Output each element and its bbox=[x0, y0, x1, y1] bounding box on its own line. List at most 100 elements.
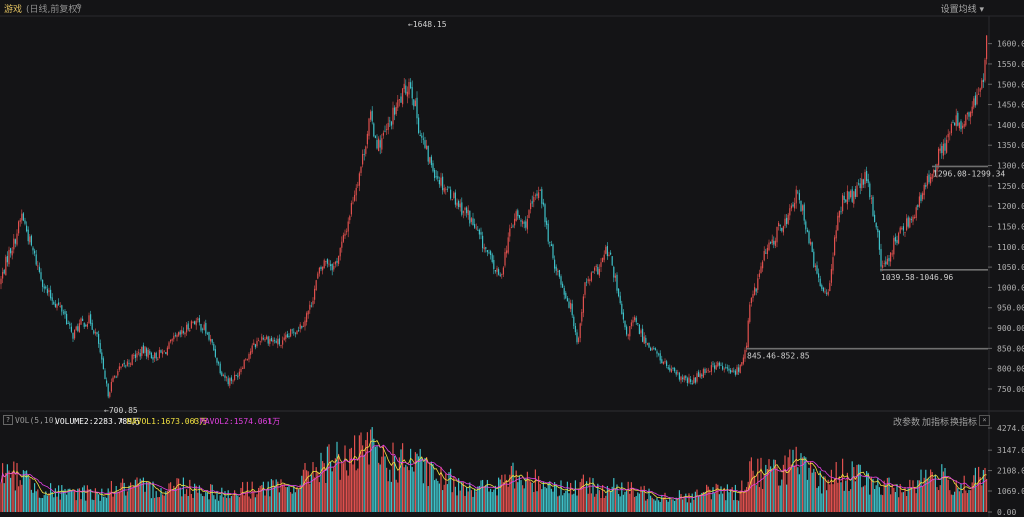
volume-bar bbox=[298, 489, 300, 512]
candle-body bbox=[251, 345, 253, 353]
volume-bar bbox=[859, 464, 861, 512]
candle-body bbox=[206, 333, 208, 335]
candle-body bbox=[696, 373, 698, 382]
volume-bar bbox=[192, 497, 194, 512]
candle-body bbox=[939, 148, 941, 151]
candle-body bbox=[982, 79, 984, 82]
candle-body bbox=[597, 266, 599, 275]
volume-bar bbox=[766, 468, 768, 512]
candle-body bbox=[222, 374, 224, 376]
volume-bar bbox=[896, 484, 898, 512]
price-tick-label: 750.00 bbox=[997, 385, 1024, 394]
candle-body bbox=[802, 205, 804, 211]
volume-bar bbox=[245, 492, 247, 512]
candle-body bbox=[442, 176, 444, 191]
volume-bar bbox=[397, 482, 399, 512]
volume-bar bbox=[590, 493, 592, 512]
candle-body bbox=[141, 346, 143, 356]
candle-body bbox=[370, 111, 372, 120]
candle-body bbox=[390, 121, 392, 126]
volume-bar bbox=[963, 475, 965, 512]
help-icon[interactable]: ? bbox=[3, 415, 13, 425]
switch-indicator-button[interactable]: 换指标 bbox=[950, 418, 978, 428]
candle-body bbox=[499, 274, 501, 276]
candle-body bbox=[771, 239, 773, 244]
price-axis: 1600.00 1550.00 1500.00 1450.00 1400.00 1350.… bbox=[988, 40, 1024, 394]
volume-bar bbox=[781, 479, 783, 512]
volume-bar bbox=[915, 493, 917, 512]
candle-body bbox=[445, 188, 447, 190]
volume-bar bbox=[698, 495, 700, 512]
candle-body bbox=[973, 98, 975, 108]
volume-bar bbox=[662, 497, 664, 512]
volume-bar bbox=[138, 483, 140, 512]
candle-body bbox=[904, 231, 906, 233]
candle-body bbox=[664, 361, 666, 363]
volume-bar bbox=[558, 495, 560, 512]
gear-icon[interactable]: ⚙ bbox=[76, 2, 82, 12]
candle-body bbox=[912, 216, 914, 222]
candle-body bbox=[387, 122, 389, 130]
candle-body bbox=[314, 288, 316, 300]
candle-body bbox=[938, 148, 940, 166]
candle-body bbox=[602, 257, 604, 263]
candle-body bbox=[440, 177, 442, 186]
change-params-button[interactable]: 改参数 bbox=[893, 418, 921, 428]
candle-body bbox=[2, 272, 4, 279]
volume-bar bbox=[498, 477, 500, 512]
volume-bar bbox=[941, 464, 943, 512]
volume-bar bbox=[269, 496, 271, 512]
volume-bar bbox=[506, 479, 508, 512]
candle-body bbox=[485, 247, 487, 249]
candle-body bbox=[29, 236, 31, 243]
volume-bar bbox=[693, 499, 695, 512]
candle-body bbox=[509, 228, 511, 237]
candle-body bbox=[347, 221, 349, 232]
gap-level-lines bbox=[746, 165, 988, 350]
candle-body bbox=[926, 176, 928, 186]
candle-body bbox=[142, 345, 144, 353]
candle-body bbox=[690, 379, 692, 382]
volume-bar bbox=[555, 484, 557, 512]
stock-name[interactable]: 游戏 bbox=[4, 5, 23, 15]
add-indicator-button[interactable]: 加指标 bbox=[922, 418, 950, 428]
volume-bar bbox=[62, 490, 64, 512]
volume-bar bbox=[339, 479, 341, 512]
volume-bar bbox=[610, 490, 612, 512]
candle-body bbox=[448, 187, 450, 189]
candle-body bbox=[382, 132, 384, 136]
volume-bar bbox=[773, 459, 775, 512]
candle-body bbox=[282, 340, 284, 345]
volume-bar bbox=[77, 488, 79, 512]
close-icon[interactable]: × bbox=[979, 415, 990, 426]
candle-body bbox=[878, 230, 880, 250]
volume-bar bbox=[858, 464, 860, 512]
candle-body bbox=[914, 217, 916, 218]
candle-body bbox=[752, 294, 754, 298]
candle-body bbox=[526, 219, 528, 230]
volume-bar bbox=[534, 469, 536, 512]
candle-body bbox=[702, 369, 704, 378]
volume-bar bbox=[651, 497, 653, 512]
volume-bar bbox=[694, 491, 696, 512]
candle-body bbox=[686, 378, 688, 384]
volume-bar bbox=[213, 495, 215, 512]
candle-body bbox=[758, 273, 760, 277]
candle-body bbox=[838, 210, 840, 218]
volume-bar bbox=[309, 483, 311, 512]
volume-bar bbox=[507, 486, 509, 512]
price-tick-label: 1150.00 bbox=[997, 222, 1024, 231]
candle-body bbox=[514, 218, 516, 226]
volume-bar bbox=[354, 435, 356, 512]
volume-bar bbox=[272, 480, 274, 512]
candle-body bbox=[688, 377, 690, 383]
volume-bar bbox=[565, 490, 567, 512]
period-adjust-mode[interactable]: (日线,前复权) bbox=[26, 5, 81, 15]
volume-bar bbox=[904, 486, 906, 512]
candle-body bbox=[360, 166, 362, 173]
candle-body bbox=[534, 195, 536, 197]
price-tick-label: 1050.00 bbox=[997, 263, 1024, 272]
ma-setting-dropdown[interactable]: 设置均线 ▾ bbox=[940, 5, 984, 15]
candle-body bbox=[642, 328, 644, 342]
